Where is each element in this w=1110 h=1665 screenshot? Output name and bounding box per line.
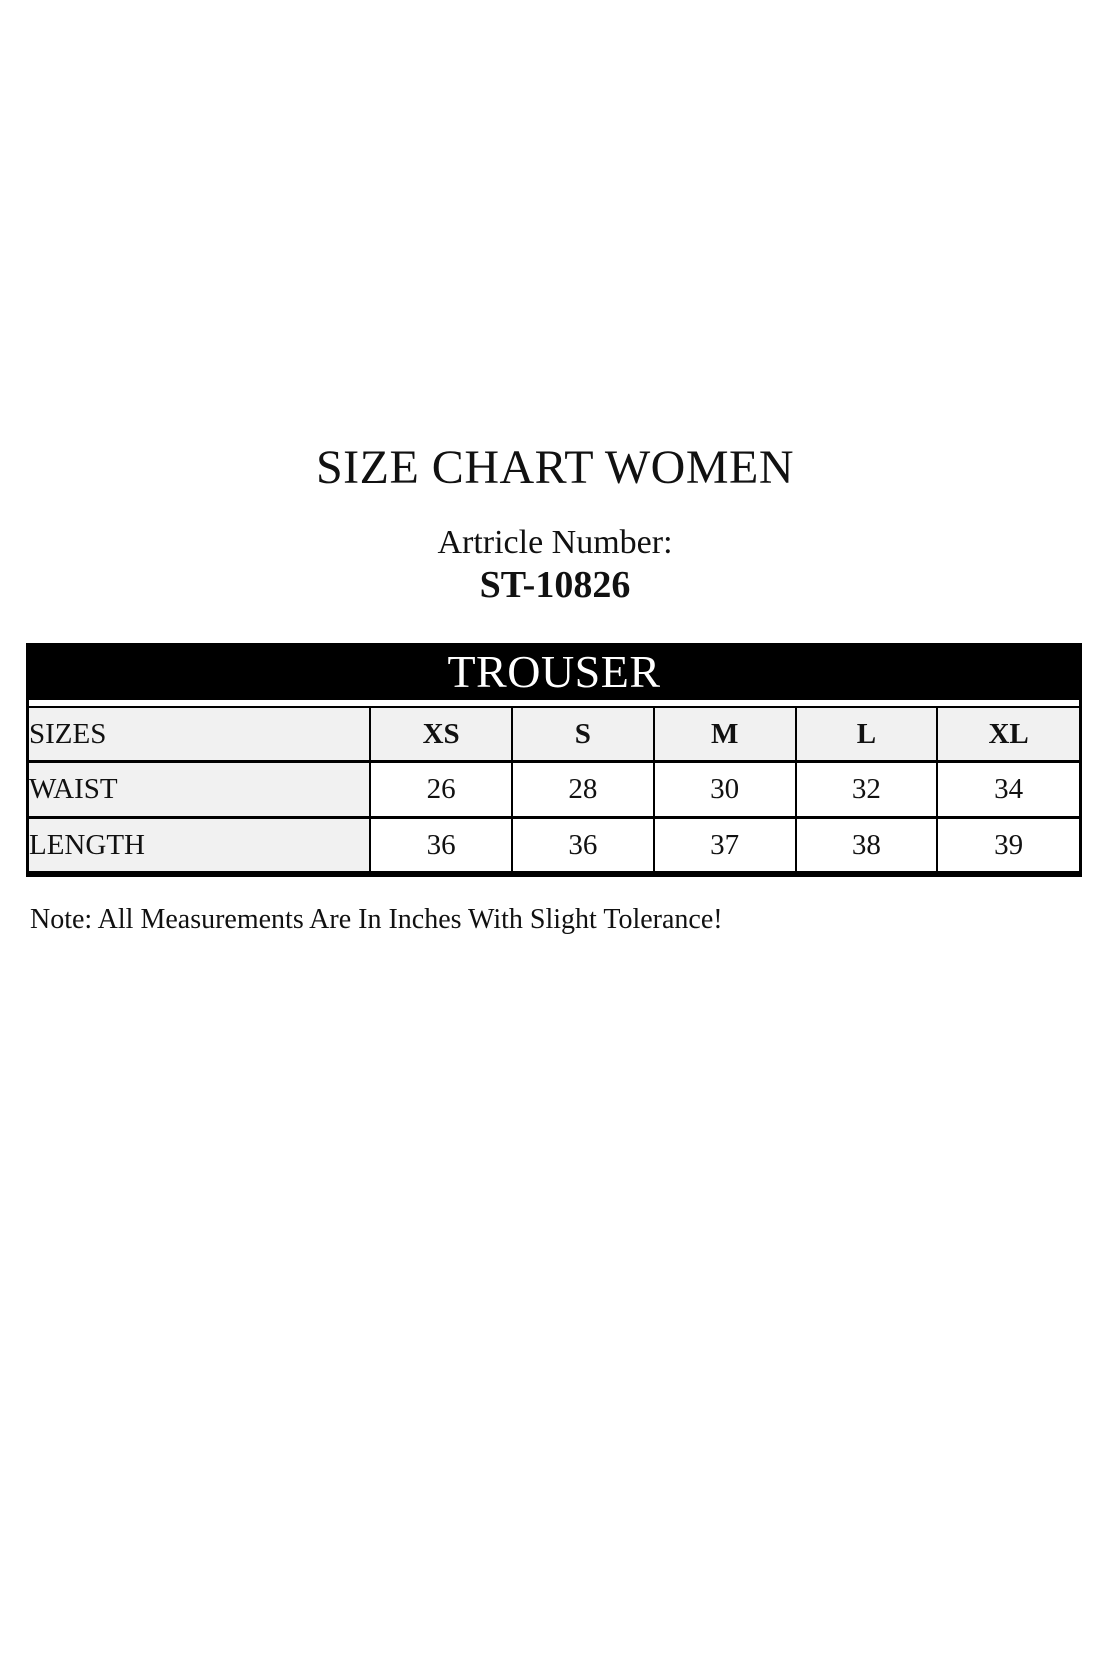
- measurement-value: 34: [936, 760, 1079, 819]
- measurement-value: 36: [511, 816, 655, 871]
- measurement-value: 32: [794, 760, 939, 819]
- column-header-m: M: [652, 706, 797, 763]
- measurement-row-length: LENGTH 36 36 37 38 39: [29, 816, 1079, 871]
- measurement-value: 26: [369, 760, 513, 819]
- page-title: SIZE CHART WOMEN: [315, 441, 794, 494]
- measurement-value: 30: [652, 760, 797, 819]
- tolerance-note: Note: All Measurements Are In Inches Wit…: [30, 904, 723, 935]
- size-chart-table: SIZES XS S M L XL WAIST 26 28 30 32 34 L…: [29, 706, 1079, 871]
- column-header-xl: XL: [936, 706, 1079, 763]
- measurement-row-waist: WAIST 26 28 30 32 34: [29, 760, 1079, 819]
- band-gap: [29, 700, 1079, 706]
- measurement-value: 28: [511, 760, 655, 819]
- measurement-value: 39: [936, 816, 1079, 871]
- column-header-sizes: SIZES: [29, 706, 372, 763]
- measurement-value: 36: [369, 816, 513, 871]
- column-header-s: S: [511, 706, 655, 763]
- measurement-label: WAIST: [29, 760, 372, 819]
- measurement-value: 38: [794, 816, 939, 871]
- measurement-value: 37: [652, 816, 797, 871]
- size-chart: TROUSER SIZES XS S M L XL WAIST 26: [26, 643, 1082, 877]
- header-row: SIZES XS S M L XL: [29, 706, 1079, 763]
- article-number-label: Artricle Number:: [437, 524, 673, 561]
- column-header-l: L: [794, 706, 939, 763]
- category-band: TROUSER: [29, 643, 1079, 700]
- column-header-xs: XS: [369, 706, 513, 763]
- measurement-label: LENGTH: [29, 816, 372, 871]
- article-number: ST-10826: [479, 564, 631, 606]
